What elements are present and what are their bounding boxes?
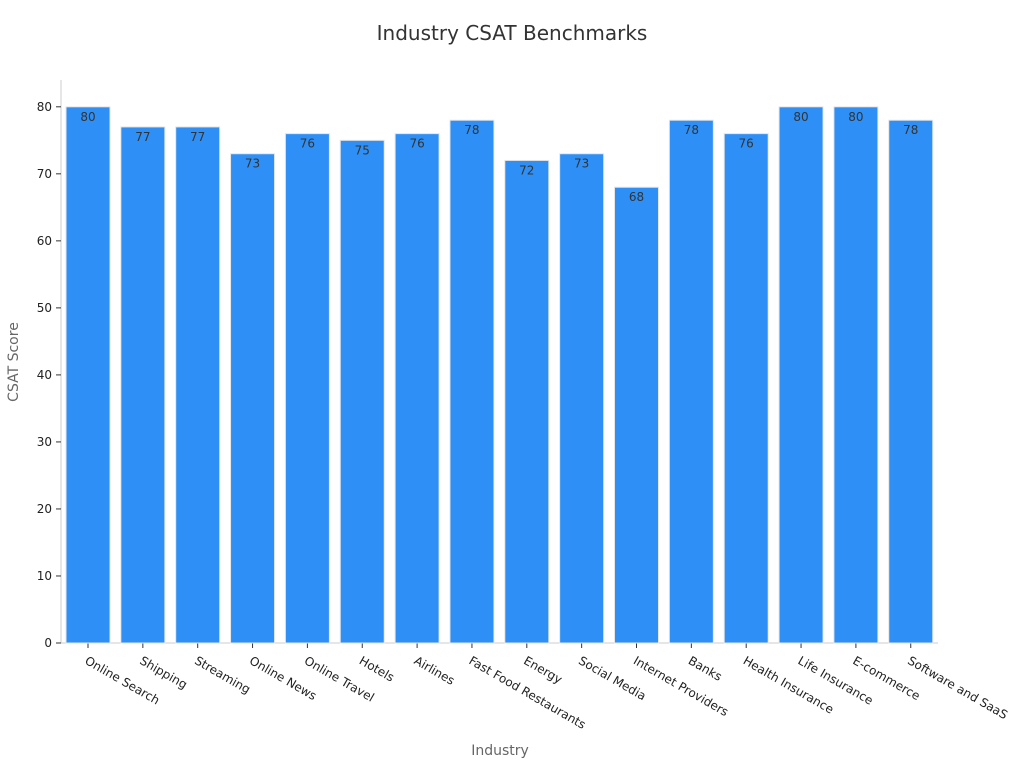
y-tick-label: 10	[37, 569, 52, 583]
bar	[449, 119, 495, 644]
bar	[504, 159, 550, 644]
y-tick-label: 70	[37, 167, 52, 181]
bar-value-label: 76	[739, 137, 754, 151]
bar-value-label: 78	[464, 123, 479, 137]
y-tick-label: 50	[37, 301, 52, 315]
bar-value-label: 76	[300, 137, 315, 151]
bar	[120, 126, 166, 644]
chart-title: Industry CSAT Benchmarks	[377, 21, 648, 45]
bar	[723, 133, 769, 644]
bar-value-label: 73	[245, 157, 260, 171]
y-tick-label: 40	[37, 368, 52, 382]
bar-value-label: 73	[574, 157, 589, 171]
bar-value-label: 80	[793, 110, 808, 124]
bar-value-label: 78	[684, 123, 699, 137]
bar-value-label: 76	[409, 137, 424, 151]
bar-value-label: 80	[80, 110, 95, 124]
x-tick-label: Software and SaaS	[905, 653, 1010, 722]
bar	[668, 119, 714, 644]
bar-value-label: 75	[355, 143, 370, 157]
x-tick-label: Hotels	[357, 653, 397, 684]
y-axis-title: CSAT Score	[6, 322, 22, 402]
bar-value-label: 72	[519, 163, 534, 177]
y-tick-label: 60	[37, 234, 52, 248]
bar-value-label: 78	[903, 123, 918, 137]
bar	[833, 106, 879, 644]
data-labels: 80 77 77 73 76 75 76 78 72 73 68 78 76 80 80 78	[80, 110, 918, 204]
y-axis: 0 10 20 30 40 50 60 70 80	[37, 80, 62, 650]
bar	[175, 126, 221, 644]
bar-value-label: 68	[629, 190, 644, 204]
bar	[394, 133, 440, 644]
x-tick-label: Internet Providers	[631, 653, 731, 719]
x-tick-label: Banks	[686, 653, 725, 683]
bar	[614, 186, 659, 644]
x-tick-label: Streaming	[192, 653, 253, 696]
bar	[778, 106, 824, 644]
bar	[284, 133, 330, 644]
y-tick-label: 0	[44, 636, 52, 650]
bar	[65, 106, 111, 644]
y-tick-label: 30	[37, 435, 52, 449]
bar	[230, 153, 276, 644]
bar-value-label: 77	[190, 130, 205, 144]
bar	[559, 153, 605, 644]
bar	[888, 119, 934, 644]
x-tick-label: Health Insurance	[741, 653, 836, 716]
bar	[339, 139, 385, 644]
bars	[65, 106, 934, 644]
x-axis-title: Industry	[471, 743, 529, 759]
y-tick-label: 20	[37, 502, 52, 516]
x-tick-label: Energy	[521, 653, 564, 686]
bar-value-label: 80	[848, 110, 863, 124]
bar-value-label: 77	[135, 130, 150, 144]
y-tick-label: 80	[37, 100, 52, 114]
x-tick-label: Airlines	[412, 653, 457, 687]
